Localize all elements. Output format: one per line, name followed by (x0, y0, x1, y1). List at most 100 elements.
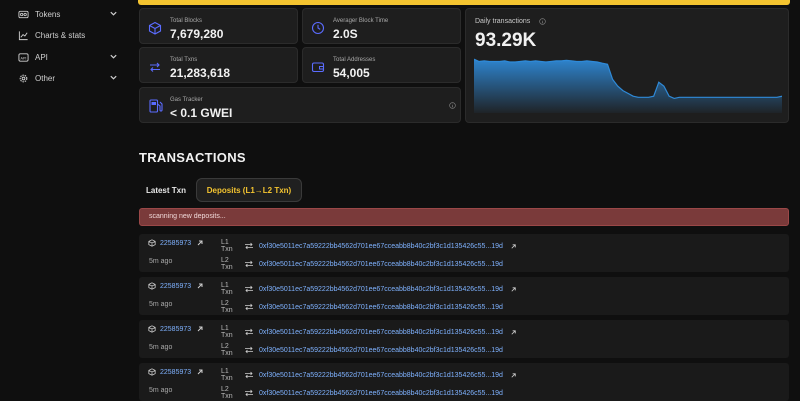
chart-area-fill (474, 59, 782, 113)
l1-txn: L1 Txn 0xf30e5011ec7a59222bb4562d701ee67… (221, 368, 517, 382)
chart-icon (18, 30, 28, 40)
gear-icon (19, 74, 28, 82)
transfer-icon (245, 371, 253, 379)
l1-label: L1 Txn (221, 239, 233, 253)
l2-txn: L2 Txn 0xf30e5011ec7a59222bb4562d701ee67… (221, 386, 503, 400)
stat-card-total-txns: Total Txns 21,283,618 (139, 47, 298, 83)
table-row: 22585973 5m ago L1 Txn 0xf30e5011ec7a592… (139, 363, 789, 401)
stat-label: Averager Block Time (333, 18, 389, 24)
transfer-icon (245, 389, 253, 397)
l1-hash-link[interactable]: 0xf30e5011ec7a59222bb4562d701ee67cceabb8… (259, 285, 503, 293)
tx-age: 5m ago (149, 344, 173, 351)
stat-card-gas-tracker: Gas Tracker < 0.1 GWEI (139, 87, 461, 123)
external-link-icon[interactable] (510, 243, 517, 250)
external-link-icon[interactable] (510, 286, 517, 293)
stat-value: 21,283,618 (170, 66, 231, 80)
l2-hash-link[interactable]: 0xf30e5011ec7a59222bb4562d701ee67cceabb8… (259, 260, 503, 268)
svg-text:API: API (21, 56, 27, 60)
chevron-down-icon[interactable] (109, 52, 118, 61)
sidebar-item-label: Charts & stats (35, 30, 86, 40)
stat-card-avg-block-time: Averager Block Time 2.0S (302, 8, 461, 44)
tab-latest-txn[interactable]: Latest Txn (145, 185, 186, 195)
l1-hash-link[interactable]: 0xf30e5011ec7a59222bb4562d701ee67cceabb8… (259, 371, 503, 379)
stat-value: 54,005 (333, 66, 370, 80)
external-link-icon[interactable] (196, 325, 204, 333)
l2-hash-link[interactable]: 0xf30e5011ec7a59222bb4562d701ee67cceabb8… (259, 389, 503, 397)
table-row: 22585973 5m ago L1 Txn 0xf30e5011ec7a592… (139, 320, 789, 358)
info-icon[interactable] (539, 18, 546, 25)
l1-label: L1 Txn (221, 368, 233, 382)
api-icon: API (18, 52, 29, 62)
chart-series-line (474, 58, 782, 100)
transfer-icon (245, 346, 253, 354)
transfer-icon (245, 260, 253, 268)
transfer-icon (245, 242, 253, 250)
stat-value: < 0.1 GWEI (170, 106, 233, 120)
wallet-icon (311, 62, 325, 73)
transfer-icon (245, 285, 253, 293)
daily-transactions-label: Daily transactions (475, 18, 531, 25)
l1-txn: L1 Txn 0xf30e5011ec7a59222bb4562d701ee67… (221, 325, 517, 339)
daily-transactions-chart (474, 58, 782, 113)
daily-transactions-value: 93.29K (475, 30, 537, 51)
l2-txn: L2 Txn 0xf30e5011ec7a59222bb4562d701ee67… (221, 257, 503, 271)
l2-hash-link[interactable]: 0xf30e5011ec7a59222bb4562d701ee67cceabb8… (259, 346, 503, 354)
stat-value: 7,679,280 (170, 27, 224, 41)
cube-icon (148, 282, 156, 290)
tx-age: 5m ago (149, 258, 173, 265)
external-link-icon[interactable] (196, 239, 204, 247)
transfer-icon (245, 303, 253, 311)
block-number: 22585973 (160, 325, 192, 333)
chevron-down-icon[interactable] (109, 73, 118, 82)
l1-label: L1 Txn (221, 325, 233, 339)
table-row: 22585973 5m ago L1 Txn 0xf30e5011ec7a592… (139, 277, 789, 315)
sidebar-item-charts[interactable]: Charts & stats (18, 26, 122, 44)
chevron-down-icon[interactable] (109, 9, 118, 18)
tx-age: 5m ago (149, 387, 173, 394)
block-link[interactable]: 22585973 (148, 368, 208, 376)
external-link-icon[interactable] (196, 282, 204, 290)
tokens-icon (18, 10, 29, 18)
cube-icon (148, 325, 156, 333)
sidebar-item-label: API (35, 52, 48, 62)
l2-txn: L2 Txn 0xf30e5011ec7a59222bb4562d701ee67… (221, 300, 503, 314)
sidebar: Tokens Charts & stats API API Other (0, 0, 128, 400)
block-link[interactable]: 22585973 (148, 325, 208, 333)
l2-hash-link[interactable]: 0xf30e5011ec7a59222bb4562d701ee67cceabb8… (259, 303, 503, 311)
block-link[interactable]: 22585973 (148, 239, 208, 247)
l1-hash-link[interactable]: 0xf30e5011ec7a59222bb4562d701ee67cceabb8… (259, 242, 503, 250)
external-link-icon[interactable] (510, 329, 517, 336)
sidebar-item-label: Other (35, 73, 56, 83)
status-banner: scanning new deposits... (139, 208, 789, 226)
l1-txn: L1 Txn 0xf30e5011ec7a59222bb4562d701ee67… (221, 239, 517, 253)
l2-label: L2 Txn (221, 343, 233, 357)
transfer-icon (245, 328, 253, 336)
cube-icon (148, 368, 156, 376)
sidebar-item-tokens[interactable]: Tokens (18, 5, 122, 23)
l1-txn: L1 Txn 0xf30e5011ec7a59222bb4562d701ee67… (221, 282, 517, 296)
info-icon[interactable] (449, 102, 456, 109)
stat-value: 2.0S (333, 27, 358, 41)
l2-label: L2 Txn (221, 300, 233, 314)
stat-label: Total Blocks (170, 18, 203, 24)
stat-card-total-blocks: Total Blocks 7,679,280 (139, 8, 298, 44)
sidebar-item-api[interactable]: API API (18, 48, 122, 66)
section-title: TRANSACTIONS (139, 150, 246, 165)
l1-hash-link[interactable]: 0xf30e5011ec7a59222bb4562d701ee67cceabb8… (259, 328, 503, 336)
block-number: 22585973 (160, 239, 192, 247)
block-number: 22585973 (160, 368, 192, 376)
tx-age: 5m ago (149, 301, 173, 308)
gas-pump-icon (149, 99, 163, 113)
external-link-icon[interactable] (510, 372, 517, 379)
tab-deposits[interactable]: Deposits (L1→L2 Txn) (196, 178, 302, 202)
table-row: 22585973 5m ago L1 Txn 0xf30e5011ec7a592… (139, 234, 789, 272)
l2-label: L2 Txn (221, 257, 233, 271)
top-accent-bar (138, 0, 790, 5)
sidebar-item-other[interactable]: Other (18, 69, 122, 87)
sidebar-item-label: Tokens (35, 9, 61, 19)
cube-icon (148, 239, 156, 247)
block-number: 22585973 (160, 282, 192, 290)
block-link[interactable]: 22585973 (148, 282, 208, 290)
stat-label: Total Txns (170, 57, 198, 63)
external-link-icon[interactable] (196, 368, 204, 376)
